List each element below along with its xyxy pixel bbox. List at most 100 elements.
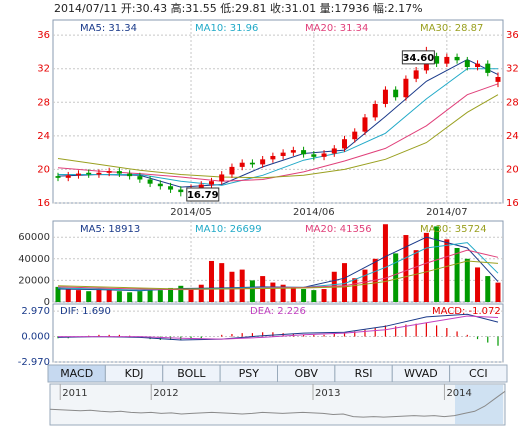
candle-body: [301, 150, 307, 155]
volume-bar: [362, 269, 368, 302]
candle-body: [198, 184, 204, 188]
annotation: 34.60: [403, 53, 435, 64]
volume-bar: [65, 289, 71, 302]
legend-entry: MA20: 41356: [305, 224, 372, 235]
tab-label[interactable]: PSY: [239, 367, 260, 380]
y-tick-label: 0: [44, 297, 50, 308]
candle-body: [280, 152, 286, 156]
volume-bar: [106, 290, 112, 302]
y-tick-label: 32: [37, 64, 50, 75]
legend-entry: DIF: 1.690: [60, 306, 111, 317]
candle-body: [485, 63, 491, 73]
tab-label[interactable]: WVAD: [404, 367, 438, 380]
candle-body: [219, 174, 225, 182]
volume-bar: [270, 282, 276, 302]
candle-body: [86, 172, 92, 175]
volume-bar: [75, 290, 81, 302]
candle-body: [270, 155, 276, 160]
overview-selection[interactable]: [455, 385, 503, 424]
y-tick-label-right: 28: [506, 97, 519, 108]
x-tick-label: 2014/05: [170, 207, 212, 218]
volume-bar: [55, 286, 61, 302]
annotation: 16.79: [187, 190, 219, 201]
volume-bar: [168, 287, 174, 302]
overview-year: 2012: [153, 388, 178, 399]
volume-bar: [382, 224, 388, 302]
candle-body: [393, 89, 399, 98]
tab-label[interactable]: KDJ: [125, 367, 144, 380]
candle-body: [260, 159, 266, 165]
tab-label[interactable]: CCI: [469, 367, 488, 380]
candle-body: [75, 173, 81, 176]
volume-bar: [229, 271, 235, 302]
legend-entry: MA5: 31.34: [80, 23, 137, 34]
legend-entry: MA5: 18913: [80, 224, 140, 235]
ma-line: [57, 83, 499, 182]
volume-bar: [464, 258, 470, 302]
volume-bar: [188, 289, 194, 302]
candle-body: [106, 171, 112, 173]
overview-year: 2011: [62, 388, 87, 399]
ma-line: [57, 94, 499, 179]
volume-bar: [157, 290, 163, 302]
volume-bar: [127, 292, 133, 302]
y-tick-label-right: 20: [506, 164, 519, 175]
candle-body: [249, 162, 255, 165]
x-tick-label: 2014/07: [426, 207, 468, 218]
volume-bar: [86, 291, 92, 302]
volume-bar: [423, 232, 429, 302]
volume-bar: [495, 282, 501, 302]
legend-entry: MA10: 31.96: [195, 23, 258, 34]
candle-body: [352, 131, 358, 140]
ma-line: [57, 242, 499, 291]
candle-body: [475, 63, 481, 68]
volume-bar: [96, 289, 102, 302]
y-tick-label-right: 32: [506, 64, 519, 75]
candle-body: [372, 103, 378, 118]
volume-bar: [403, 235, 409, 302]
ma-line: [57, 249, 499, 291]
volume-bar: [342, 263, 348, 302]
candle-body: [464, 60, 470, 68]
y-tick-label: -2.970: [18, 357, 50, 368]
volume-bar: [485, 276, 491, 302]
candle-body: [229, 166, 235, 175]
y-tick-label-right: 36: [506, 30, 519, 41]
volume-bar: [321, 289, 327, 302]
candle-body: [444, 56, 450, 64]
tab-label[interactable]: OBV: [294, 367, 318, 380]
ma-line: [58, 68, 498, 186]
candle-body: [116, 171, 122, 174]
overview-year: 2014: [446, 388, 471, 399]
tab-label[interactable]: BOLL: [177, 367, 206, 380]
candle-body: [311, 154, 317, 157]
candle-body: [65, 175, 71, 178]
ma-line: [57, 58, 499, 188]
tab-label[interactable]: RSI: [355, 367, 373, 380]
legend-entry: MA30: 28.87: [420, 23, 483, 34]
candle-body: [454, 56, 460, 61]
main-frame: [52, 19, 504, 204]
legend-entry: MACD: -1.072: [432, 306, 501, 317]
candle-body: [55, 176, 61, 178]
volume-bar: [280, 284, 286, 302]
candle-body: [434, 56, 440, 64]
volume-bar: [475, 267, 481, 302]
tab[interactable]: [449, 364, 508, 383]
candle-body: [362, 117, 368, 132]
volume-bar: [219, 263, 225, 302]
volume-bar: [311, 290, 317, 302]
volume-bar: [301, 289, 307, 302]
y-tick-label-right: 24: [506, 131, 519, 142]
volume-bar: [434, 226, 440, 302]
ma-line: [57, 236, 499, 292]
overview-line: [49, 390, 506, 418]
tab-label[interactable]: MACD: [60, 367, 93, 380]
candle-body: [403, 78, 409, 98]
header: 2014/07/11 开:30.43 高:31.55 低:29.81 收:31.…: [54, 1, 423, 15]
candle-body: [495, 76, 501, 82]
volume-bar: [147, 289, 153, 302]
y-tick-label: 16: [37, 198, 50, 209]
volume-bar: [444, 239, 450, 302]
